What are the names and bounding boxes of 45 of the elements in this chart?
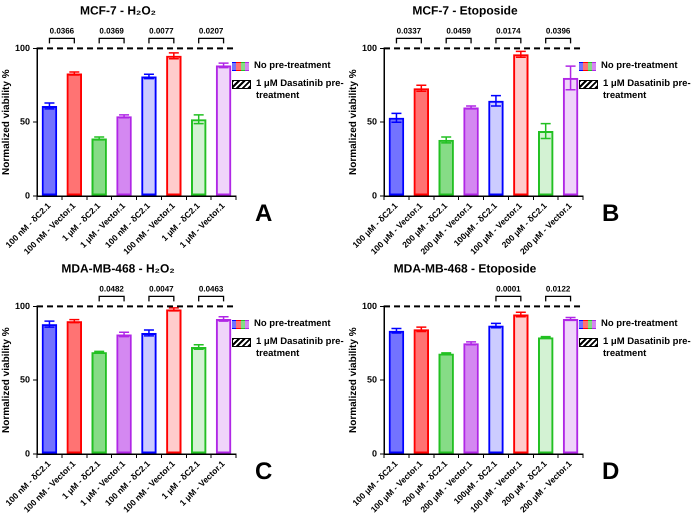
y-tick-label: 100 [362, 42, 378, 53]
legend-label: 1 μM Dasatinib pre-treatment [256, 336, 344, 360]
legend-label: No pre-treatment [254, 60, 331, 72]
y-tick-label: 100 [14, 42, 30, 53]
legend-label: 1 μM Dasatinib pre-treatment [603, 336, 691, 360]
text: D [602, 458, 620, 486]
y-tick-label: 50 [20, 116, 30, 127]
text: 0.0459 [446, 26, 472, 36]
y-tick-label: 0 [25, 190, 30, 200]
text: 0.0396 [546, 26, 571, 36]
legend-label: No pre-treatment [254, 318, 331, 330]
legend-label: 1 μM Dasatinib pre-treatment [603, 78, 691, 102]
text: B [602, 200, 620, 228]
y-axis-title: Normalized viability % [348, 69, 359, 175]
text: 0.0463 [198, 284, 224, 294]
text: C [255, 458, 272, 486]
text: 0.0366 [50, 26, 75, 36]
text: 0.0047 [149, 284, 174, 294]
text: 0.0174 [496, 26, 522, 36]
legend-label: No pre-treatment [601, 318, 678, 330]
y-tick-label: 100 [14, 300, 30, 311]
text: A [255, 200, 272, 228]
text: 0.0122 [546, 284, 571, 294]
y-tick-label: 50 [367, 116, 378, 127]
y-axis-title: Normalized viability % [348, 327, 359, 433]
y-tick-label: 0 [372, 448, 378, 458]
chart-title: MDA-MB-468 - Etoposide [394, 262, 537, 276]
text: 0.0337 [396, 26, 422, 36]
y-axis-title: Normalized viability % [0, 69, 12, 176]
text: 0.0207 [198, 26, 224, 36]
y-axis-title: Normalized viability % [0, 327, 12, 434]
y-tick-label: 50 [20, 374, 30, 385]
y-tick-label: 50 [367, 374, 378, 385]
y-tick-label: 0 [372, 190, 378, 200]
legend-label: 1 μM Dasatinib pre-treatment [256, 78, 344, 102]
chart-title: MCF-7 - H₂O₂ [80, 4, 156, 18]
legend-label: No pre-treatment [601, 60, 678, 72]
y-tick-label: 100 [362, 300, 378, 311]
text: 0.0077 [149, 26, 174, 36]
chart-title: MDA-MB-468 - H₂O₂ [61, 262, 175, 276]
text: 0.0001 [496, 284, 522, 294]
text: 0.0369 [99, 26, 124, 36]
chart-title: MCF-7 - Etoposide [412, 4, 518, 18]
y-tick-label: 0 [25, 448, 30, 458]
text: 0.0482 [99, 284, 124, 294]
